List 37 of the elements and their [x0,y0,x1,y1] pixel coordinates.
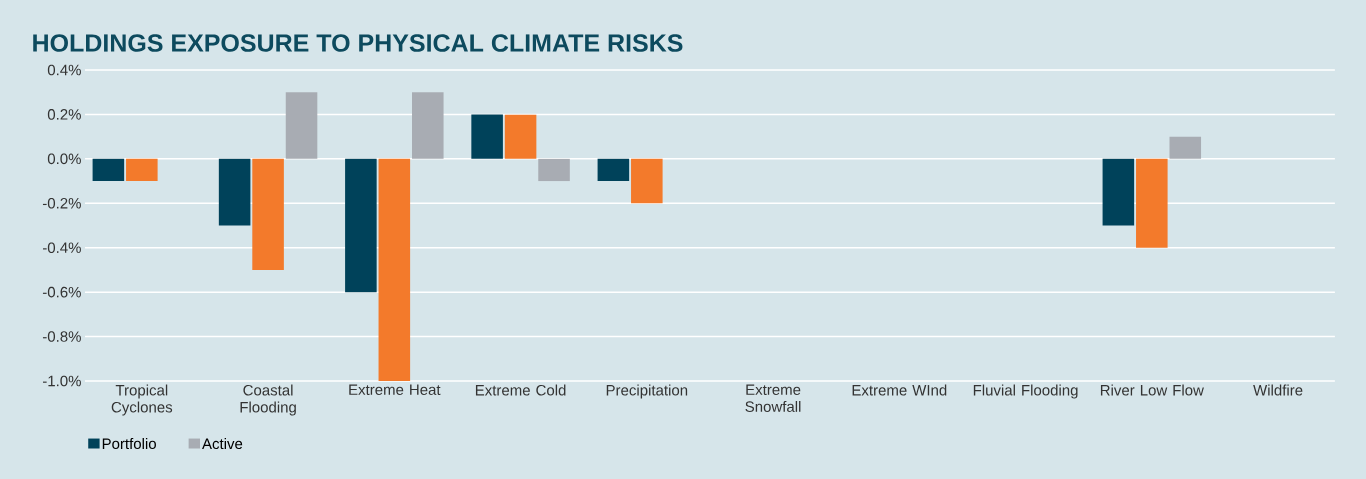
x-tick-label: River Low Flow [1100,384,1204,396]
bar [218,158,251,226]
y-tick-label: -1.0% [42,375,81,387]
x-tick-label: Coastal Flooding [240,384,296,416]
x-tick-label: Extreme Cold [475,384,566,396]
x-tick-label: Tropical Cyclones [111,384,173,416]
bar [92,158,125,182]
bar [1169,136,1202,159]
y-tick-label: -0.4% [42,242,81,254]
bar [126,158,158,182]
y-tick-label: -0.8% [42,331,81,342]
bar [285,92,318,159]
bar [1102,158,1135,226]
y-tick-label: -0.2% [42,197,81,209]
x-tick-label: Precipitation [606,384,688,399]
y-tick-label: 0.2% [47,109,81,120]
bar [471,114,503,159]
bar [597,158,630,182]
bar [538,158,570,182]
bar [631,158,663,204]
bar [504,114,537,159]
x-tick-label: Wildfire [1253,384,1303,396]
x-tick-label: Extreme Heat [349,384,441,395]
y-tick-label: -0.6% [42,286,81,298]
bar [252,158,284,270]
x-tick-label: Extreme WInd [852,384,947,396]
bar [345,158,377,293]
legend-label: Portfolio [102,438,156,450]
chart-title: HOLDINGS EXPOSURE TO PHYSICAL CLIMATE RISKS [33,34,683,52]
bar [412,92,444,159]
y-tick-label: 0.0% [47,153,81,165]
bar [378,158,411,381]
x-tick-label: Extreme Snowfall [745,384,801,412]
x-tick-label: Fluvial Flooding [973,384,1078,399]
bar [1136,158,1168,248]
y-tick-label: 0.4% [47,64,81,76]
legend-label: Active [202,438,243,450]
